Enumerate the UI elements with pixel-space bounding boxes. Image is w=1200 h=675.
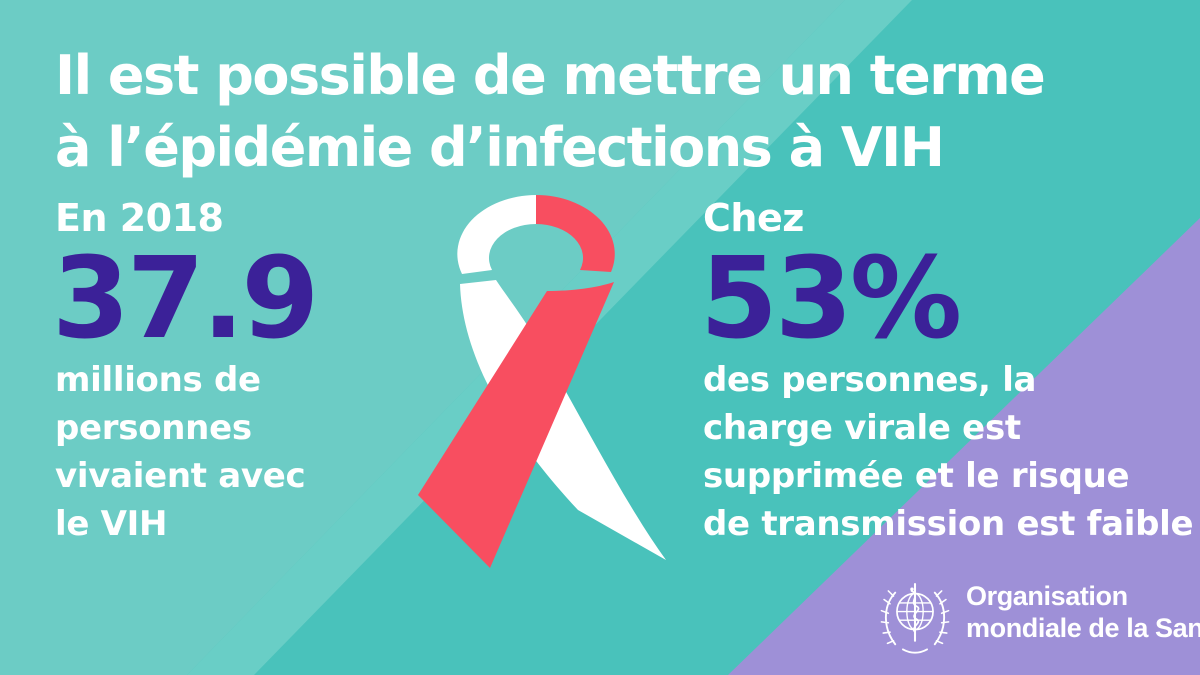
title-line-2: à l’épidémie d’infections à VIH (55, 116, 945, 179)
page-title: Il est possible de mettre un terme à l’é… (55, 40, 1175, 184)
stat-left-desc-line: personnes (55, 408, 252, 448)
stat-right-intro: Chez (703, 196, 804, 240)
stat-left-value: 37.9 (52, 234, 319, 364)
stat-right-desc-line: des personnes, la (703, 360, 1037, 400)
stat-right-value: 53% (700, 234, 962, 364)
stat-left-desc-line: vivaient avec (55, 456, 306, 496)
stat-left-description: millions de personnes vivaient avec le V… (55, 356, 306, 548)
awareness-ribbon-icon (418, 195, 666, 568)
stat-right-desc-line: supprimée et le risque (703, 456, 1130, 496)
stat-right-desc-line: de transmission est faible (703, 504, 1194, 544)
who-logo-line-2: mondiale de la Santé (966, 613, 1200, 643)
stat-right-desc-line: charge virale est (703, 408, 1021, 448)
who-logo-line-1: Organisation (966, 581, 1128, 611)
who-emblem-icon (880, 583, 950, 654)
who-logo: Organisation mondiale de la Santé (872, 570, 1200, 665)
stat-left-desc-line: millions de (55, 360, 261, 400)
stat-left-desc-line: le VIH (55, 504, 168, 544)
title-line-1: Il est possible de mettre un terme (55, 44, 1046, 107)
stat-left-intro: En 2018 (55, 196, 224, 240)
who-logo-text: Organisation mondiale de la Santé (966, 580, 1200, 644)
stat-right-description: des personnes, la charge virale est supp… (703, 356, 1194, 548)
